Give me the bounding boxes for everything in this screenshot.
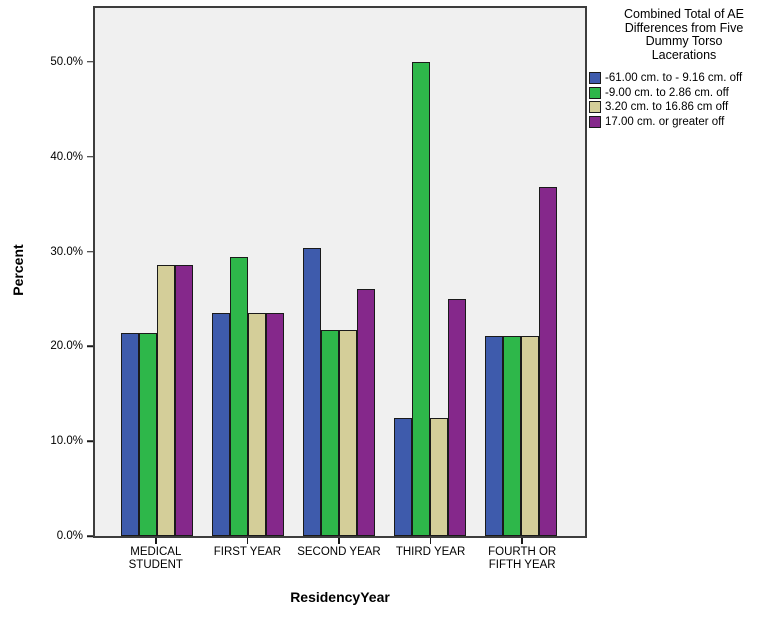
legend-item: 17.00 cm. or greater off [589, 115, 779, 130]
bar [429, 417, 448, 536]
bar [393, 417, 412, 536]
legend: Combined Total of AE Differences from Fiv… [589, 7, 779, 129]
legend-swatch-icon [589, 72, 601, 85]
x-tick-mark [338, 538, 340, 544]
bar [230, 257, 249, 536]
legend-title: Combined Total of AE Differences from Fiv… [624, 7, 744, 62]
bar-group [384, 8, 475, 536]
legend-items: -61.00 cm. to - 9.16 cm. off -9.00 cm. to… [589, 71, 779, 129]
y-axis-title: Percent [10, 244, 26, 296]
bar [520, 336, 539, 536]
legend-item-label: 3.20 cm. to 16.86 cm off [605, 101, 729, 114]
y-tick-label: 30.0% [50, 245, 83, 258]
y-tick-label: 0.0% [56, 530, 83, 542]
bar [175, 264, 194, 536]
y-tick-label: 10.0% [50, 435, 83, 448]
y-tick-mark [87, 440, 93, 442]
legend-swatch-icon [589, 101, 601, 114]
x-tick-label: FIRST YEAR [213, 546, 282, 558]
legend-item: -61.00 cm. to - 9.16 cm. off [589, 71, 779, 86]
legend-item-label: 17.00 cm. or greater off [605, 115, 725, 128]
y-tick-label: 40.0% [50, 150, 83, 163]
bars-row [95, 8, 585, 536]
plot-area [93, 6, 587, 538]
x-tick-mark [246, 538, 249, 544]
bar [447, 299, 466, 536]
bar [139, 333, 158, 536]
legend-swatch-icon [589, 115, 601, 128]
bar [484, 336, 503, 536]
bar [538, 187, 557, 536]
legend-item: 3.20 cm. to 16.86 cm off [589, 100, 779, 115]
y-tick-mark [87, 155, 93, 158]
x-label-cell: FOURTH OR FIFTH YEAR [476, 538, 568, 572]
bar [356, 288, 375, 536]
x-tick-label: MEDICAL STUDENT [128, 546, 183, 571]
bar [502, 336, 521, 536]
x-label-cell: SECOND YEAR [293, 538, 385, 572]
x-label-cell: FIRST YEAR [202, 538, 294, 572]
bar [320, 330, 339, 536]
x-tick-mark [429, 538, 432, 544]
y-tick-mark [87, 535, 93, 537]
bar [212, 313, 231, 536]
legend-item-label: -61.00 cm. to - 9.16 cm. off [605, 72, 743, 85]
x-label-cell: THIRD YEAR [385, 538, 477, 572]
x-tick-mark [521, 538, 523, 544]
bar [411, 62, 430, 536]
legend-item: -9.00 cm. to 2.86 cm. off [589, 86, 779, 101]
bar-group [475, 8, 566, 536]
x-axis-labels: MEDICAL STUDENT FIRST YEAR SECOND YEAR THIRD… [93, 538, 587, 572]
y-tick-mark [87, 250, 93, 253]
x-axis-title: ResidencyYear [290, 589, 390, 605]
bar-group [112, 8, 203, 536]
bar [302, 247, 321, 536]
bar [121, 333, 140, 536]
legend-swatch-icon [589, 86, 601, 99]
y-tick-mark [87, 61, 93, 63]
x-tick-mark [155, 538, 157, 544]
bar [266, 313, 285, 536]
x-tick-label: SECOND YEAR [297, 546, 381, 558]
bar-group [203, 8, 294, 536]
y-tick-label: 50.0% [50, 55, 83, 68]
x-tick-label: THIRD YEAR [395, 546, 466, 558]
bar-group [294, 8, 385, 536]
x-label-cell: MEDICAL STUDENT [110, 538, 202, 572]
bar [157, 264, 176, 536]
legend-item-label: -9.00 cm. to 2.86 cm. off [605, 86, 729, 99]
y-tick-mark [87, 345, 93, 348]
bar [248, 313, 267, 536]
y-tick-label: 20.0% [50, 340, 83, 353]
x-tick-label: FOURTH OR FIFTH YEAR [488, 546, 557, 571]
bar [338, 330, 357, 536]
